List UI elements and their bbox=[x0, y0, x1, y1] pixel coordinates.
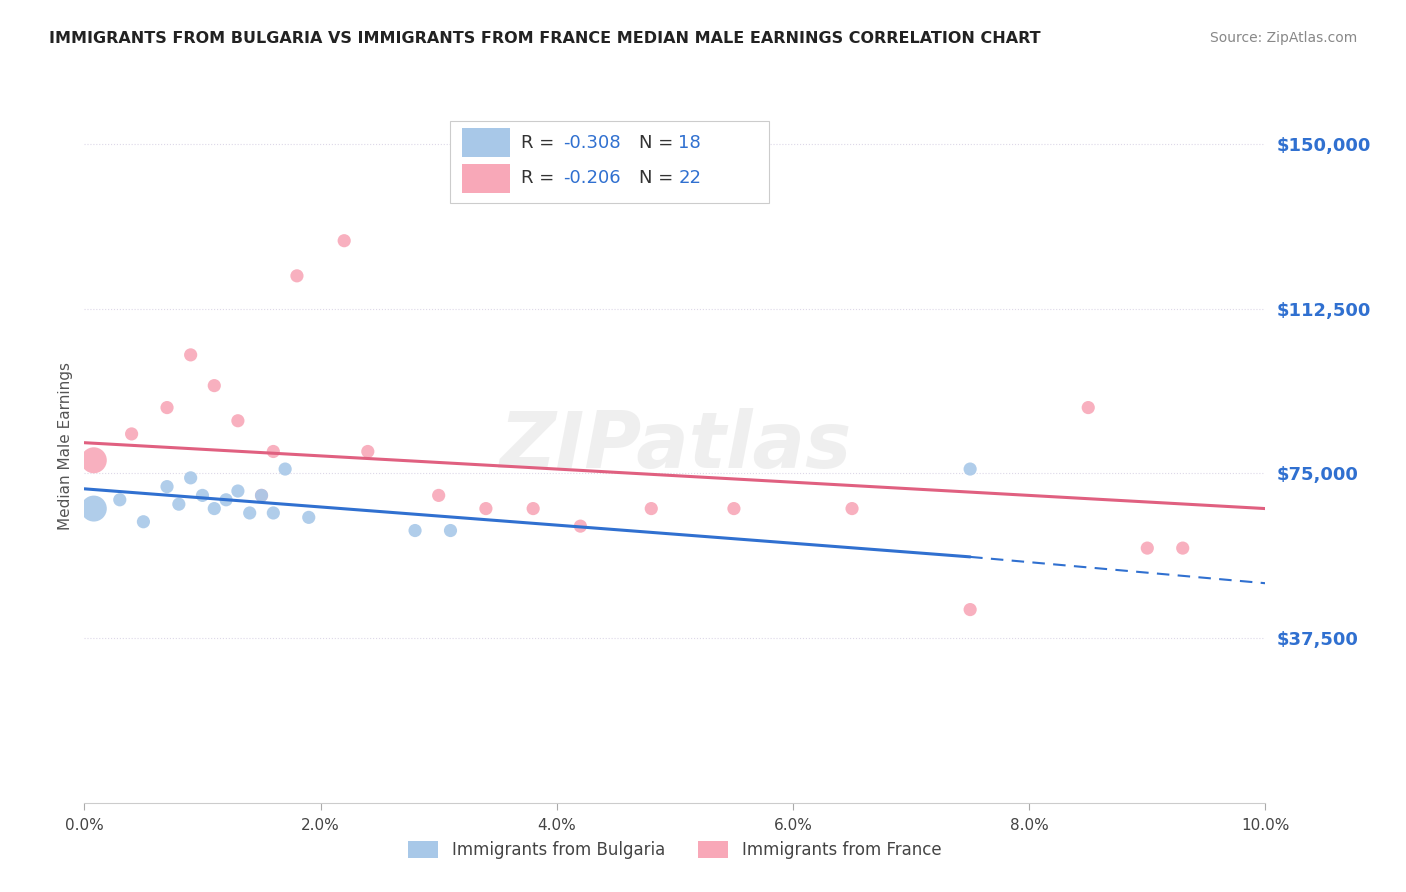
Point bbox=[83, 501, 105, 516]
Point bbox=[180, 471, 202, 485]
Point bbox=[167, 497, 190, 511]
Point bbox=[959, 462, 981, 476]
Point bbox=[357, 444, 380, 458]
Point bbox=[121, 426, 143, 441]
Point bbox=[640, 501, 662, 516]
FancyBboxPatch shape bbox=[463, 128, 509, 157]
Point bbox=[1171, 541, 1194, 555]
Point bbox=[1136, 541, 1159, 555]
Point bbox=[404, 524, 426, 538]
Point bbox=[333, 234, 356, 248]
Point bbox=[215, 492, 238, 507]
Point bbox=[108, 492, 131, 507]
Text: N =: N = bbox=[640, 169, 679, 187]
FancyBboxPatch shape bbox=[463, 164, 509, 193]
Point bbox=[250, 488, 273, 502]
Text: R =: R = bbox=[522, 134, 561, 152]
Text: -0.206: -0.206 bbox=[562, 169, 620, 187]
Point bbox=[262, 444, 284, 458]
Text: Source: ZipAtlas.com: Source: ZipAtlas.com bbox=[1209, 31, 1357, 45]
Point bbox=[250, 488, 273, 502]
Point bbox=[239, 506, 262, 520]
Text: IMMIGRANTS FROM BULGARIA VS IMMIGRANTS FROM FRANCE MEDIAN MALE EARNINGS CORRELAT: IMMIGRANTS FROM BULGARIA VS IMMIGRANTS F… bbox=[49, 31, 1040, 46]
Point bbox=[274, 462, 297, 476]
Point bbox=[191, 488, 214, 502]
Point bbox=[180, 348, 202, 362]
Point bbox=[202, 378, 225, 392]
Point bbox=[439, 524, 461, 538]
Y-axis label: Median Male Earnings: Median Male Earnings bbox=[58, 362, 73, 530]
Point bbox=[959, 602, 981, 616]
Point bbox=[522, 501, 544, 516]
FancyBboxPatch shape bbox=[450, 121, 769, 203]
Text: -0.308: -0.308 bbox=[562, 134, 620, 152]
Point bbox=[841, 501, 863, 516]
Point bbox=[226, 414, 249, 428]
Point bbox=[569, 519, 592, 533]
Point bbox=[475, 501, 498, 516]
Point bbox=[132, 515, 155, 529]
Point bbox=[156, 480, 179, 494]
Point bbox=[723, 501, 745, 516]
Point bbox=[262, 506, 284, 520]
Text: N =: N = bbox=[640, 134, 679, 152]
Point bbox=[202, 501, 225, 516]
Point bbox=[156, 401, 179, 415]
Point bbox=[83, 453, 105, 467]
Text: 22: 22 bbox=[679, 169, 702, 187]
Text: 18: 18 bbox=[679, 134, 702, 152]
Point bbox=[1077, 401, 1099, 415]
Legend: Immigrants from Bulgaria, Immigrants from France: Immigrants from Bulgaria, Immigrants fro… bbox=[402, 834, 948, 866]
Point bbox=[298, 510, 321, 524]
Text: ZIPatlas: ZIPatlas bbox=[499, 408, 851, 484]
Point bbox=[427, 488, 450, 502]
Point bbox=[285, 268, 308, 283]
Point bbox=[226, 483, 249, 498]
Text: R =: R = bbox=[522, 169, 561, 187]
